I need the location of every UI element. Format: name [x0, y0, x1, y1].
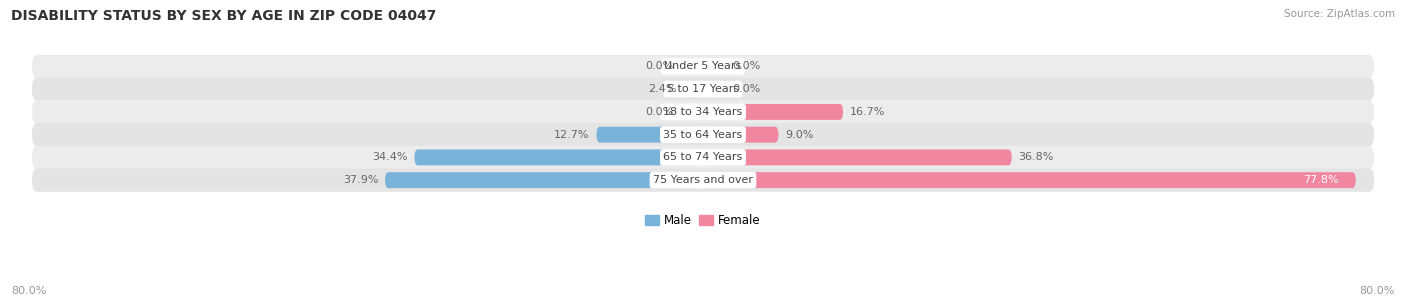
- Text: 36.8%: 36.8%: [1018, 152, 1054, 162]
- Text: 77.8%: 77.8%: [1303, 175, 1339, 185]
- Text: 12.7%: 12.7%: [554, 130, 589, 140]
- Text: 37.9%: 37.9%: [343, 175, 378, 185]
- FancyBboxPatch shape: [703, 149, 1012, 165]
- Text: 35 to 64 Years: 35 to 64 Years: [664, 130, 742, 140]
- Text: 16.7%: 16.7%: [849, 107, 886, 117]
- FancyBboxPatch shape: [32, 146, 1374, 169]
- Text: 5 to 17 Years: 5 to 17 Years: [666, 84, 740, 94]
- Text: 80.0%: 80.0%: [1360, 286, 1395, 296]
- FancyBboxPatch shape: [703, 172, 1355, 188]
- Text: 2.4%: 2.4%: [648, 84, 676, 94]
- FancyBboxPatch shape: [596, 127, 703, 143]
- FancyBboxPatch shape: [703, 127, 779, 143]
- FancyBboxPatch shape: [703, 104, 844, 120]
- FancyBboxPatch shape: [32, 169, 1374, 192]
- Text: 0.0%: 0.0%: [733, 61, 761, 71]
- Legend: Male, Female: Male, Female: [641, 210, 765, 232]
- FancyBboxPatch shape: [415, 149, 703, 165]
- Text: 80.0%: 80.0%: [11, 286, 46, 296]
- Text: 9.0%: 9.0%: [785, 130, 814, 140]
- Text: Under 5 Years: Under 5 Years: [665, 61, 741, 71]
- Text: 0.0%: 0.0%: [645, 107, 673, 117]
- FancyBboxPatch shape: [385, 172, 703, 188]
- Text: Source: ZipAtlas.com: Source: ZipAtlas.com: [1284, 9, 1395, 19]
- FancyBboxPatch shape: [32, 100, 1374, 124]
- Text: 75 Years and over: 75 Years and over: [652, 175, 754, 185]
- Text: 34.4%: 34.4%: [373, 152, 408, 162]
- Text: 0.0%: 0.0%: [645, 61, 673, 71]
- Text: 18 to 34 Years: 18 to 34 Years: [664, 107, 742, 117]
- FancyBboxPatch shape: [32, 123, 1374, 146]
- FancyBboxPatch shape: [683, 81, 703, 97]
- FancyBboxPatch shape: [32, 55, 1374, 78]
- FancyBboxPatch shape: [32, 77, 1374, 101]
- Text: 0.0%: 0.0%: [733, 84, 761, 94]
- Text: DISABILITY STATUS BY SEX BY AGE IN ZIP CODE 04047: DISABILITY STATUS BY SEX BY AGE IN ZIP C…: [11, 9, 437, 23]
- Text: 65 to 74 Years: 65 to 74 Years: [664, 152, 742, 162]
